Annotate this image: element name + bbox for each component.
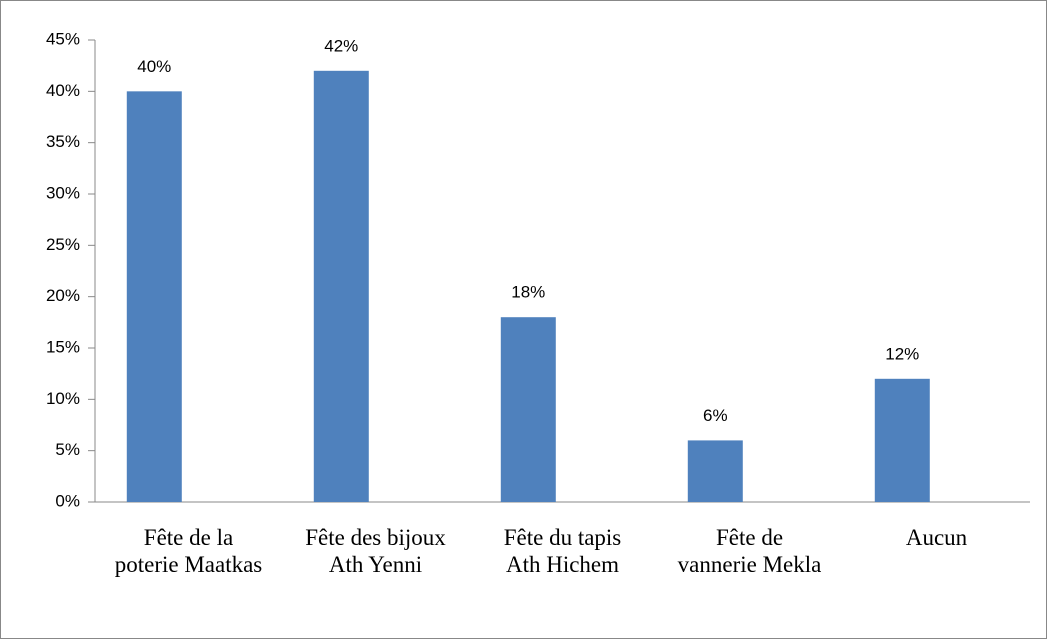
- bar: [313, 70, 369, 503]
- y-tick-label: 10%: [46, 389, 80, 408]
- x-tick-label: Fête de la poterie Maatkas: [114, 525, 263, 577]
- bar: [874, 378, 930, 502]
- x-tick-label: Aucun: [905, 525, 968, 550]
- data-label: 42%: [324, 36, 358, 55]
- y-tick-label: 40%: [46, 81, 80, 100]
- y-tick-label: 20%: [46, 286, 80, 305]
- y-tick-label: 45%: [46, 29, 80, 48]
- y-tick-label: 15%: [46, 337, 80, 356]
- x-tick-label: Fête du tapis Ath Hichem: [503, 525, 622, 577]
- y-tick-label: 35%: [46, 132, 80, 151]
- bar: [126, 91, 182, 502]
- x-tick-label: Fête des bijoux Ath Yenni: [305, 525, 446, 577]
- data-label: 12%: [885, 344, 919, 363]
- y-tick-label: 5%: [55, 440, 80, 459]
- bar: [500, 317, 556, 502]
- y-tick-label: 0%: [55, 491, 80, 510]
- data-label: 6%: [703, 406, 728, 425]
- bar: [687, 440, 743, 502]
- x-tick-label: Fête de vannerie Mekla: [677, 525, 822, 577]
- data-label: 18%: [511, 283, 545, 302]
- y-tick-label: 25%: [46, 235, 80, 254]
- y-tick-label: 30%: [46, 183, 80, 202]
- data-label: 40%: [137, 57, 171, 76]
